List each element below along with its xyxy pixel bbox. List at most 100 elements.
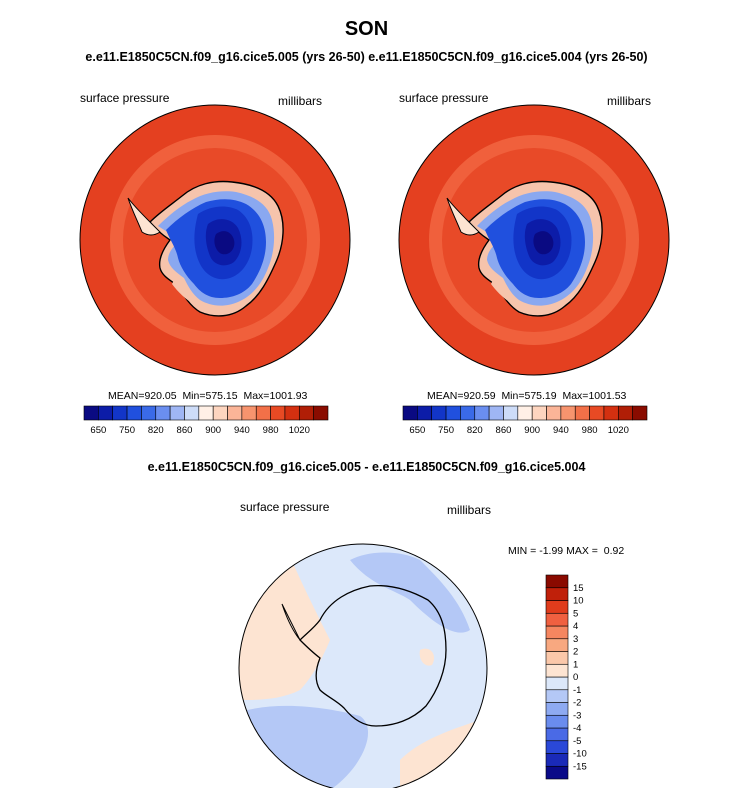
left-variable-label: surface pressure: [80, 91, 170, 105]
left-colorbar-tick: 1020: [289, 425, 310, 436]
left-colorbar-tick: 820: [148, 425, 164, 436]
diff-colorbar-box: [545, 574, 569, 589]
diff-colorbar-tick: -5: [573, 736, 581, 747]
right-stats: MEAN=920.59 Min=575.19 Max=1001.53: [427, 390, 627, 402]
diff-colorbar-tick: 5: [573, 608, 578, 619]
diff-minmax: MIN = -1.99 MAX = 0.92: [508, 545, 625, 557]
right-colorbar-box: [574, 405, 590, 421]
diff-antarctica-outline: [299, 584, 447, 727]
right-colorbar-box: [503, 405, 519, 421]
right-units-label: millibars: [607, 94, 652, 108]
right-colorbar-tick: 1020: [608, 425, 629, 436]
diff-colorbar-tick: 10: [573, 596, 584, 607]
left-colorbar-tick: 900: [205, 425, 221, 436]
diff-colorbar-box: [545, 625, 569, 640]
diff-colorbar-tick: 2: [573, 647, 578, 658]
left-colorbar-box: [227, 405, 243, 421]
diff-colorbar-tick: 4: [573, 621, 578, 632]
left-colorbar-box: [126, 405, 142, 421]
diff-colorbar-box: [545, 727, 569, 742]
left-colorbar-box: [298, 405, 314, 421]
diff-colorbar-tick: -2: [573, 698, 581, 709]
right-colorbar-tick: 940: [553, 425, 569, 436]
diff-colorbar-box: [545, 638, 569, 652]
right-colorbar-tick: 980: [582, 425, 598, 436]
diff-colorbar-tick: -1: [573, 685, 581, 696]
right-pressure-map: [398, 104, 670, 376]
right-colorbar-box: [460, 405, 476, 421]
left-colorbar-tick: 860: [177, 425, 193, 436]
left-pressure-map: [79, 104, 351, 376]
diff-negative-region-north: [350, 552, 470, 633]
left-colorbar-box: [198, 405, 214, 421]
right-colorbar-box: [560, 405, 576, 421]
left-colorbar-box: [313, 405, 329, 421]
left-stats: MEAN=920.05 Min=575.15 Max=1001.93: [108, 390, 308, 402]
left-colorbar-box: [141, 405, 157, 421]
right-colorbar-box: [474, 405, 490, 421]
diff-colorbar-box: [545, 676, 569, 691]
case-comparison-subtitle: e.e11.E1850C5CN.f09_g16.cice5.005 (yrs 2…: [85, 50, 648, 64]
diff-colorbar-tick: -15: [573, 761, 587, 772]
diff-colorbar-box: [545, 702, 569, 716]
diff-positive-region-south: [400, 720, 480, 788]
diff-colorbar-tick: -4: [573, 723, 581, 734]
right-colorbar-box: [589, 405, 605, 421]
diff-colorbar-tick: -3: [573, 710, 581, 721]
diff-colorbar-box: [545, 663, 569, 678]
diff-variable-label: surface pressure: [240, 500, 330, 514]
right-antarctica: [446, 180, 603, 317]
diff-colorbar-tick: 1: [573, 659, 578, 670]
diff-colorbar-tick: 15: [573, 583, 584, 594]
right-colorbar-box: [488, 405, 504, 421]
left-colorbar-box: [155, 405, 171, 421]
left-colorbar-tick: 750: [119, 425, 135, 436]
left-colorbar-box: [270, 405, 286, 421]
diff-colorbar-tick: 0: [573, 672, 578, 683]
diff-colorbar-box: [545, 689, 569, 703]
left-colorbar-tick: 940: [234, 425, 250, 436]
left-colorbar: 650 750 820 860 900 940 980 1020: [83, 405, 329, 436]
difference-map: [238, 543, 488, 788]
left-colorbar-box: [241, 405, 257, 421]
right-colorbar-box: [445, 405, 461, 421]
right-colorbar-box: [632, 405, 648, 421]
right-colorbar-tick: 860: [496, 425, 512, 436]
diff-units-label: millibars: [447, 503, 492, 517]
left-colorbar-tick: 980: [263, 425, 279, 436]
diff-colorbar-box: [545, 587, 569, 601]
left-colorbar-box: [112, 405, 128, 421]
diff-colorbar-box: [545, 612, 569, 627]
diff-colorbar-box: [545, 753, 569, 767]
right-colorbar-box: [617, 405, 633, 421]
diff-colorbar-box: [545, 651, 569, 665]
left-colorbar-tick: 650: [90, 425, 106, 436]
left-colorbar-box: [212, 405, 228, 421]
right-colorbar-tick: 900: [524, 425, 540, 436]
right-colorbar-box: [431, 405, 447, 421]
left-colorbar-box: [83, 405, 99, 421]
right-colorbar: 650 750 820 860 900 940 980 1020: [402, 405, 648, 436]
right-colorbar-tick: 750: [438, 425, 454, 436]
right-variable-label: surface pressure: [399, 91, 489, 105]
right-colorbar-tick: 820: [467, 425, 483, 436]
diff-colorbar-box: [545, 714, 569, 729]
diff-colorbar-tick: -10: [573, 749, 587, 760]
right-colorbar-box: [417, 405, 433, 421]
left-colorbar-box: [184, 405, 200, 421]
figure-title: SON: [344, 18, 389, 40]
left-colorbar-box: [169, 405, 185, 421]
diff-colorbar-box: [545, 600, 569, 614]
left-colorbar-box: [255, 405, 271, 421]
difference-title: e.e11.E1850C5CN.f09_g16.cice5.005 - e.e1…: [147, 460, 586, 474]
left-units-label: millibars: [278, 94, 323, 108]
right-colorbar-box: [603, 405, 619, 421]
right-colorbar-box: [531, 405, 547, 421]
right-colorbar-tick: 650: [409, 425, 425, 436]
diff-colorbar-box: [545, 740, 569, 754]
left-antarctica: [127, 180, 284, 317]
right-colorbar-box: [402, 405, 418, 421]
left-colorbar-box: [284, 405, 300, 421]
